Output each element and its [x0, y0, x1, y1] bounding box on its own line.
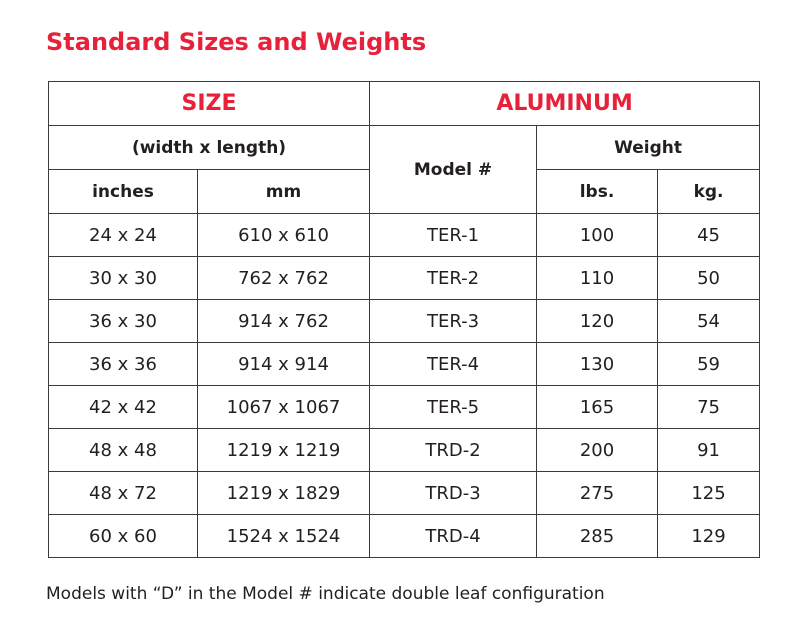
mm-cell: 610 x 610 — [196, 213, 371, 257]
kg-cell: 75 — [657, 385, 761, 429]
table-row: 24 x 24 610 x 610 TER-1 100 45 — [48, 213, 761, 257]
mm-cell: 1067 x 1067 — [196, 385, 371, 429]
group-header-row: SIZE ALUMINUM — [47, 81, 761, 126]
dimensions-header: (width x length) — [47, 125, 371, 170]
table-row: 36 x 36 914 x 914 TER-4 130 59 — [48, 342, 761, 386]
model-cell: TRD-4 — [369, 514, 538, 558]
model-cell: TER-4 — [369, 342, 538, 386]
model-cell: TER-1 — [369, 213, 538, 257]
unit-header-row: inches mm lbs. kg. — [48, 169, 761, 214]
mm-cell: 914 x 762 — [196, 299, 371, 343]
mm-header: mm — [196, 169, 371, 214]
lbs-cell: 200 — [536, 428, 659, 472]
kg-cell: 45 — [657, 213, 761, 257]
mm-cell: 1524 x 1524 — [196, 514, 371, 558]
lbs-cell: 120 — [536, 299, 659, 343]
mm-cell: 762 x 762 — [196, 256, 371, 300]
kg-cell: 125 — [657, 471, 761, 515]
inches-header: inches — [48, 169, 198, 214]
aluminum-group-header: ALUMINUM — [369, 81, 761, 126]
model-cell: TER-3 — [369, 299, 538, 343]
inches-cell: 48 x 48 — [48, 428, 198, 472]
lbs-cell: 130 — [536, 342, 659, 386]
kg-cell: 129 — [657, 514, 761, 558]
page-title: Standard Sizes and Weights — [46, 28, 427, 56]
model-cell: TER-2 — [369, 256, 538, 300]
model-cell: TRD-3 — [369, 471, 538, 515]
table-row: 60 x 60 1524 x 1524 TRD-4 285 129 — [48, 514, 761, 558]
mm-cell: 1219 x 1829 — [196, 471, 371, 515]
kg-cell: 50 — [657, 256, 761, 300]
inches-cell: 36 x 36 — [48, 342, 198, 386]
table-body: SIZE ALUMINUM (width x length) Model # W… — [47, 81, 761, 214]
size-group-header: SIZE — [47, 81, 371, 126]
sizes-weights-table: SIZE ALUMINUM (width x length) Model # W… — [47, 81, 761, 558]
mm-cell: 1219 x 1219 — [196, 428, 371, 472]
inches-cell: 36 x 30 — [48, 299, 198, 343]
inches-cell: 60 x 60 — [48, 514, 198, 558]
lbs-cell: 165 — [536, 385, 659, 429]
table-row: 48 x 72 1219 x 1829 TRD-3 275 125 — [48, 471, 761, 515]
mm-cell: 914 x 914 — [196, 342, 371, 386]
inches-cell: 48 x 72 — [48, 471, 198, 515]
kg-cell: 59 — [657, 342, 761, 386]
model-cell: TER-5 — [369, 385, 538, 429]
kg-cell: 54 — [657, 299, 761, 343]
lbs-cell: 110 — [536, 256, 659, 300]
lbs-cell: 275 — [536, 471, 659, 515]
table-row: 30 x 30 762 x 762 TER-2 110 50 — [48, 256, 761, 300]
model-header: Model # — [369, 125, 538, 214]
model-cell: TRD-2 — [369, 428, 538, 472]
table-row: 42 x 42 1067 x 1067 TER-5 165 75 — [48, 385, 761, 429]
footnote: Models with “D” in the Model # indicate … — [46, 584, 605, 604]
inches-cell: 30 x 30 — [48, 256, 198, 300]
inches-cell: 24 x 24 — [48, 213, 198, 257]
lbs-header: lbs. — [536, 169, 659, 214]
subheader-row: (width x length) Model # Weight — [47, 125, 761, 214]
table-row: 48 x 48 1219 x 1219 TRD-2 200 91 — [48, 428, 761, 472]
inches-cell: 42 x 42 — [48, 385, 198, 429]
table-row: 36 x 30 914 x 762 TER-3 120 54 — [48, 299, 761, 343]
kg-header: kg. — [657, 169, 761, 214]
lbs-cell: 285 — [536, 514, 659, 558]
weight-header: Weight — [536, 125, 761, 170]
lbs-cell: 100 — [536, 213, 659, 257]
kg-cell: 91 — [657, 428, 761, 472]
data-rows: 24 x 24 610 x 610 TER-1 100 45 30 x 30 762 x 7… — [48, 213, 761, 558]
